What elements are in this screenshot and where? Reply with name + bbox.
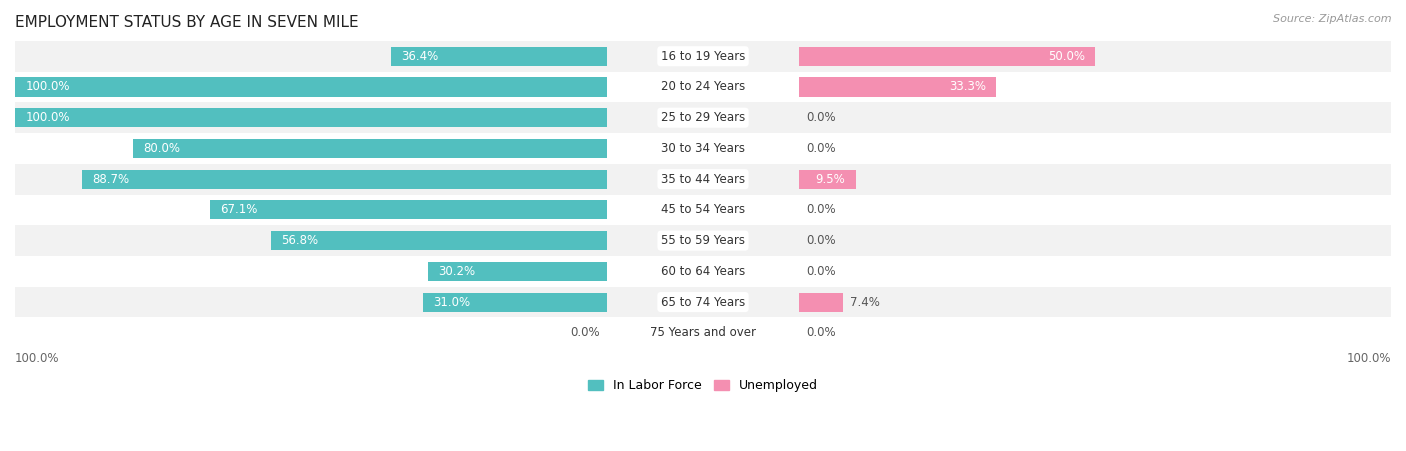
Bar <box>800 293 844 312</box>
Text: 30.2%: 30.2% <box>439 265 475 278</box>
Text: 56.8%: 56.8% <box>281 234 318 247</box>
Text: 75 Years and over: 75 Years and over <box>650 327 756 339</box>
Text: 20 to 24 Years: 20 to 24 Years <box>661 80 745 93</box>
Text: 7.4%: 7.4% <box>851 295 880 308</box>
Bar <box>270 231 606 250</box>
Text: 0.0%: 0.0% <box>806 203 835 216</box>
Text: 0.0%: 0.0% <box>806 111 835 124</box>
Text: EMPLOYMENT STATUS BY AGE IN SEVEN MILE: EMPLOYMENT STATUS BY AGE IN SEVEN MILE <box>15 15 359 30</box>
Text: 100.0%: 100.0% <box>25 111 70 124</box>
Bar <box>15 318 1391 348</box>
Bar <box>423 293 606 312</box>
Bar <box>15 194 1391 225</box>
Bar <box>15 287 1391 318</box>
Text: 31.0%: 31.0% <box>433 295 471 308</box>
Text: 45 to 54 Years: 45 to 54 Years <box>661 203 745 216</box>
Bar <box>15 41 1391 72</box>
Text: 55 to 59 Years: 55 to 59 Years <box>661 234 745 247</box>
Text: 36.4%: 36.4% <box>402 50 439 63</box>
Text: 100.0%: 100.0% <box>25 80 70 93</box>
Bar <box>391 47 606 66</box>
Text: 30 to 34 Years: 30 to 34 Years <box>661 142 745 155</box>
Text: 100.0%: 100.0% <box>15 352 59 365</box>
Text: 0.0%: 0.0% <box>571 327 600 339</box>
Text: 35 to 44 Years: 35 to 44 Years <box>661 173 745 186</box>
Text: 25 to 29 Years: 25 to 29 Years <box>661 111 745 124</box>
Text: 9.5%: 9.5% <box>815 173 845 186</box>
Text: 88.7%: 88.7% <box>93 173 129 186</box>
Bar <box>209 200 606 220</box>
Text: 50.0%: 50.0% <box>1047 50 1085 63</box>
Bar <box>15 108 606 127</box>
Bar <box>82 170 606 189</box>
Text: 0.0%: 0.0% <box>806 327 835 339</box>
Text: 0.0%: 0.0% <box>806 265 835 278</box>
Bar <box>427 262 606 281</box>
Bar <box>15 225 1391 256</box>
Legend: In Labor Force, Unemployed: In Labor Force, Unemployed <box>583 374 823 397</box>
Text: 67.1%: 67.1% <box>219 203 257 216</box>
Bar <box>15 102 1391 133</box>
Text: Source: ZipAtlas.com: Source: ZipAtlas.com <box>1274 14 1392 23</box>
Bar <box>15 72 1391 102</box>
Text: 0.0%: 0.0% <box>806 142 835 155</box>
Bar <box>15 78 606 97</box>
Bar <box>15 256 1391 287</box>
Bar <box>800 47 1095 66</box>
Text: 60 to 64 Years: 60 to 64 Years <box>661 265 745 278</box>
Bar <box>134 139 606 158</box>
Text: 80.0%: 80.0% <box>143 142 180 155</box>
Bar <box>800 78 997 97</box>
Text: 33.3%: 33.3% <box>949 80 986 93</box>
Text: 16 to 19 Years: 16 to 19 Years <box>661 50 745 63</box>
Bar <box>15 133 1391 164</box>
Text: 65 to 74 Years: 65 to 74 Years <box>661 295 745 308</box>
Text: 0.0%: 0.0% <box>806 234 835 247</box>
Bar <box>15 164 1391 194</box>
Bar <box>800 170 855 189</box>
Text: 100.0%: 100.0% <box>1347 352 1391 365</box>
